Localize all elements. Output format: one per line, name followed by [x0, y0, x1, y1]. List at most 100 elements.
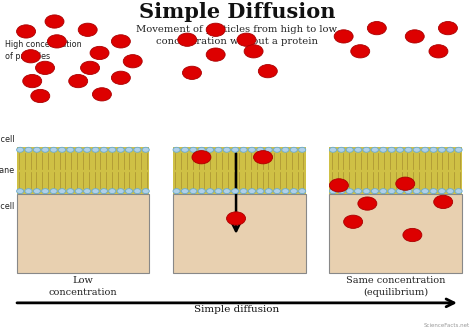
Circle shape: [17, 25, 36, 38]
Bar: [17, 147, 149, 194]
Circle shape: [438, 189, 446, 194]
Circle shape: [351, 45, 370, 58]
Circle shape: [25, 189, 32, 194]
Circle shape: [81, 61, 100, 74]
Circle shape: [227, 212, 246, 225]
Circle shape: [23, 74, 42, 88]
Bar: [329, 194, 462, 273]
Circle shape: [67, 147, 74, 152]
Circle shape: [329, 189, 337, 194]
Circle shape: [338, 147, 345, 152]
Circle shape: [192, 151, 211, 164]
Circle shape: [123, 55, 142, 68]
Circle shape: [215, 147, 222, 152]
Circle shape: [346, 189, 353, 194]
Circle shape: [282, 147, 289, 152]
Circle shape: [405, 189, 412, 194]
Circle shape: [17, 147, 24, 152]
Circle shape: [67, 189, 74, 194]
Circle shape: [371, 147, 378, 152]
Circle shape: [355, 147, 362, 152]
Circle shape: [42, 189, 49, 194]
Circle shape: [126, 189, 133, 194]
Circle shape: [232, 147, 239, 152]
Circle shape: [134, 189, 141, 194]
Circle shape: [17, 189, 24, 194]
Circle shape: [388, 189, 395, 194]
Circle shape: [50, 189, 57, 194]
Circle shape: [45, 15, 64, 28]
Circle shape: [413, 189, 420, 194]
Circle shape: [92, 147, 99, 152]
Circle shape: [290, 147, 297, 152]
Circle shape: [207, 189, 214, 194]
Circle shape: [258, 65, 277, 78]
Circle shape: [257, 189, 264, 194]
Circle shape: [344, 215, 363, 228]
Text: Inside cell: Inside cell: [0, 202, 14, 212]
Circle shape: [232, 189, 239, 194]
Circle shape: [334, 30, 353, 43]
Circle shape: [254, 151, 273, 164]
Circle shape: [329, 147, 337, 152]
Bar: [173, 147, 306, 194]
Circle shape: [190, 189, 197, 194]
Circle shape: [299, 147, 306, 152]
Circle shape: [182, 189, 189, 194]
Circle shape: [100, 189, 108, 194]
Circle shape: [455, 147, 462, 152]
Circle shape: [47, 35, 66, 48]
Circle shape: [421, 147, 428, 152]
Circle shape: [92, 88, 111, 101]
Circle shape: [223, 189, 230, 194]
Circle shape: [33, 147, 40, 152]
Circle shape: [126, 147, 133, 152]
Circle shape: [109, 147, 116, 152]
Bar: [17, 194, 149, 273]
Circle shape: [178, 33, 197, 46]
Circle shape: [190, 147, 197, 152]
Circle shape: [248, 189, 255, 194]
Text: ScienceFacts.net: ScienceFacts.net: [423, 323, 469, 328]
Circle shape: [367, 22, 386, 35]
Circle shape: [346, 147, 353, 152]
Circle shape: [111, 35, 130, 48]
Circle shape: [447, 147, 454, 152]
Circle shape: [363, 189, 370, 194]
Text: Simple diffusion: Simple diffusion: [194, 305, 280, 313]
Circle shape: [90, 46, 109, 60]
Text: High concentration
of particles: High concentration of particles: [5, 40, 82, 61]
Circle shape: [282, 189, 289, 194]
Circle shape: [396, 189, 403, 194]
Circle shape: [117, 189, 124, 194]
Circle shape: [338, 189, 345, 194]
Circle shape: [355, 189, 362, 194]
Circle shape: [405, 147, 412, 152]
Circle shape: [198, 147, 205, 152]
Circle shape: [273, 147, 281, 152]
Circle shape: [438, 22, 457, 35]
Circle shape: [405, 30, 424, 43]
Circle shape: [69, 74, 88, 88]
Circle shape: [33, 189, 40, 194]
Circle shape: [75, 147, 82, 152]
Circle shape: [42, 147, 49, 152]
Circle shape: [371, 189, 378, 194]
Circle shape: [92, 189, 99, 194]
Circle shape: [240, 147, 247, 152]
Circle shape: [403, 228, 422, 242]
Circle shape: [78, 23, 97, 36]
Text: Same concentration
(equilibrium): Same concentration (equilibrium): [346, 276, 446, 297]
Circle shape: [237, 33, 256, 46]
Circle shape: [434, 195, 453, 209]
Text: Simple Diffusion: Simple Diffusion: [139, 2, 335, 22]
Circle shape: [117, 147, 124, 152]
Circle shape: [25, 147, 32, 152]
Circle shape: [134, 147, 141, 152]
Circle shape: [257, 147, 264, 152]
Circle shape: [206, 23, 225, 36]
Circle shape: [413, 147, 420, 152]
Circle shape: [100, 147, 108, 152]
Circle shape: [396, 147, 403, 152]
Circle shape: [58, 147, 65, 152]
